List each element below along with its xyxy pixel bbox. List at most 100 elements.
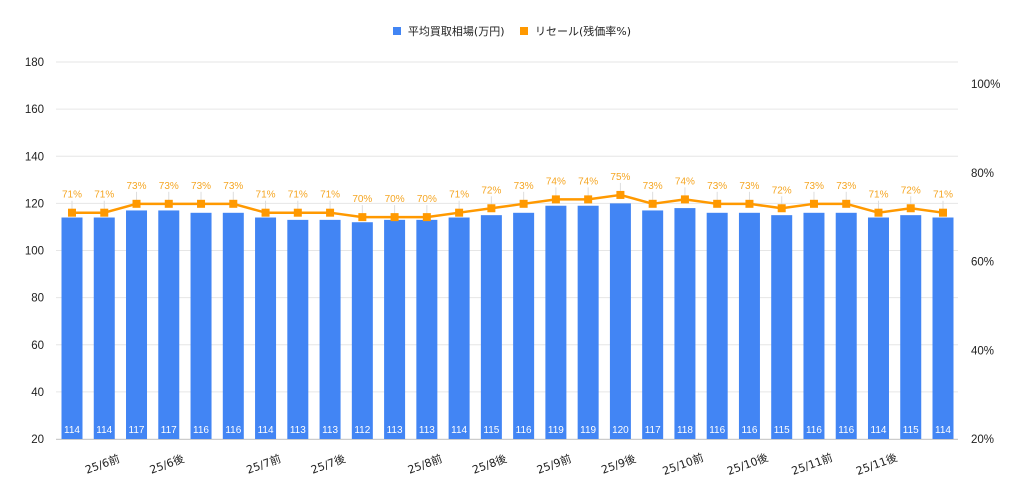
x-axis-tick-label: 25/8後 [470, 451, 508, 476]
bar[interactable] [545, 205, 567, 439]
line-value-label: 73% [223, 181, 243, 192]
line-marker[interactable] [809, 199, 818, 208]
line-marker[interactable] [777, 204, 786, 213]
bar[interactable] [932, 217, 954, 439]
line-marker[interactable] [487, 204, 496, 213]
line-marker[interactable] [519, 199, 528, 208]
bar-value-label: 116 [709, 425, 725, 436]
bar[interactable] [126, 210, 148, 439]
x-axis-tick-label: 25/8前 [406, 451, 444, 476]
bar-value-label: 116 [806, 425, 822, 436]
line-marker[interactable] [648, 199, 657, 208]
line-marker[interactable] [164, 199, 173, 208]
line-marker[interactable] [906, 204, 915, 213]
legend-swatch-blue-icon [392, 27, 401, 35]
chart-legend: 平均買取相場(万円) リセール(残価率%) [0, 23, 1024, 39]
line-marker[interactable] [390, 213, 399, 222]
line-marker[interactable] [68, 208, 76, 217]
line-marker[interactable] [874, 208, 883, 217]
left-axis-tick-label: 160 [25, 104, 44, 116]
x-axis-tick-label: 25/9後 [599, 451, 637, 476]
bar[interactable] [867, 217, 889, 439]
bar[interactable] [351, 222, 373, 439]
line-marker[interactable] [261, 208, 270, 217]
bar[interactable] [190, 212, 212, 439]
line-marker[interactable] [326, 208, 335, 217]
line-marker[interactable] [197, 199, 206, 208]
line-marker[interactable] [616, 190, 625, 199]
left-axis-tick-label: 60 [31, 340, 44, 352]
bar[interactable] [706, 212, 728, 439]
line-value-label: 72% [772, 185, 792, 196]
bar[interactable] [900, 215, 922, 439]
x-axis-tick-label: 25/9前 [535, 451, 573, 476]
bar[interactable] [674, 208, 696, 439]
bar[interactable] [448, 217, 470, 439]
line-marker[interactable] [100, 208, 109, 217]
line-marker[interactable] [293, 208, 302, 217]
left-axis-tick-label: 120 [25, 198, 44, 210]
line-marker[interactable] [680, 195, 689, 204]
bar-value-label: 116 [741, 425, 757, 436]
x-axis-tick-label: 25/6後 [148, 451, 186, 476]
line-marker[interactable] [551, 195, 560, 204]
bar[interactable] [771, 215, 793, 439]
line-marker[interactable] [229, 199, 238, 208]
bar[interactable] [642, 210, 664, 439]
bar[interactable] [384, 219, 406, 439]
resale-line [72, 193, 944, 219]
line-marker[interactable] [745, 199, 754, 208]
line-marker[interactable] [132, 199, 141, 208]
bar-value-label: 114 [871, 425, 887, 436]
line-marker[interactable] [939, 208, 947, 217]
bar[interactable] [480, 215, 502, 439]
line-marker[interactable] [422, 213, 431, 222]
x-axis-tick-label: 25/10前 [660, 450, 705, 478]
line-value-label: 74% [578, 176, 598, 187]
line-marker[interactable] [455, 208, 464, 217]
bar[interactable] [287, 219, 309, 439]
bar[interactable] [319, 219, 341, 439]
bar[interactable] [738, 212, 760, 439]
bar-value-label: 113 [322, 425, 338, 436]
bar[interactable] [416, 219, 438, 439]
bar[interactable] [61, 217, 83, 439]
bar[interactable] [609, 203, 631, 439]
line-value-label: 71% [449, 190, 469, 201]
x-axis-tick-label: 25/6前 [83, 451, 121, 476]
left-axis-tick-label: 100 [25, 246, 44, 258]
bar[interactable] [255, 217, 277, 439]
bar[interactable] [803, 212, 825, 439]
bar-value-label: 118 [677, 425, 693, 436]
bar-value-label: 116 [516, 425, 532, 436]
line-value-label: 74% [675, 176, 695, 187]
bar-value-label: 115 [774, 425, 790, 436]
bar-value-label: 114 [935, 425, 951, 436]
line-value-label: 72% [481, 185, 501, 196]
x-axis-tick-label: 25/11後 [854, 450, 899, 478]
bar[interactable] [222, 212, 244, 439]
line-marker[interactable] [842, 199, 851, 208]
legend-item-bar[interactable]: 平均買取相場(万円) [392, 23, 505, 39]
left-axis-tick-label: 140 [25, 151, 44, 163]
line-value-label: 74% [546, 176, 566, 187]
bar[interactable] [577, 205, 599, 439]
line-marker[interactable] [358, 213, 367, 222]
legend-item-line[interactable]: リセール(残価率%) [520, 23, 631, 39]
bar-value-label: 115 [903, 425, 919, 436]
right-axis-tick-label: 40% [971, 345, 994, 357]
bar[interactable] [93, 217, 115, 439]
line-value-label: 73% [159, 181, 179, 192]
bar[interactable] [835, 212, 857, 439]
line-value-label: 73% [739, 181, 759, 192]
bar-value-label: 113 [290, 425, 306, 436]
bar[interactable] [158, 210, 180, 439]
left-y-axis: 20 40 60 80 100 120 140 160 180 [25, 57, 44, 446]
line-value-label: 70% [352, 194, 372, 205]
line-marker[interactable] [584, 195, 593, 204]
x-axis-tick-label: 25/7前 [244, 451, 282, 476]
right-axis-tick-label: 100% [971, 79, 1000, 91]
line-marker[interactable] [713, 199, 722, 208]
bar[interactable] [513, 212, 535, 439]
bar-value-label: 115 [483, 425, 499, 436]
